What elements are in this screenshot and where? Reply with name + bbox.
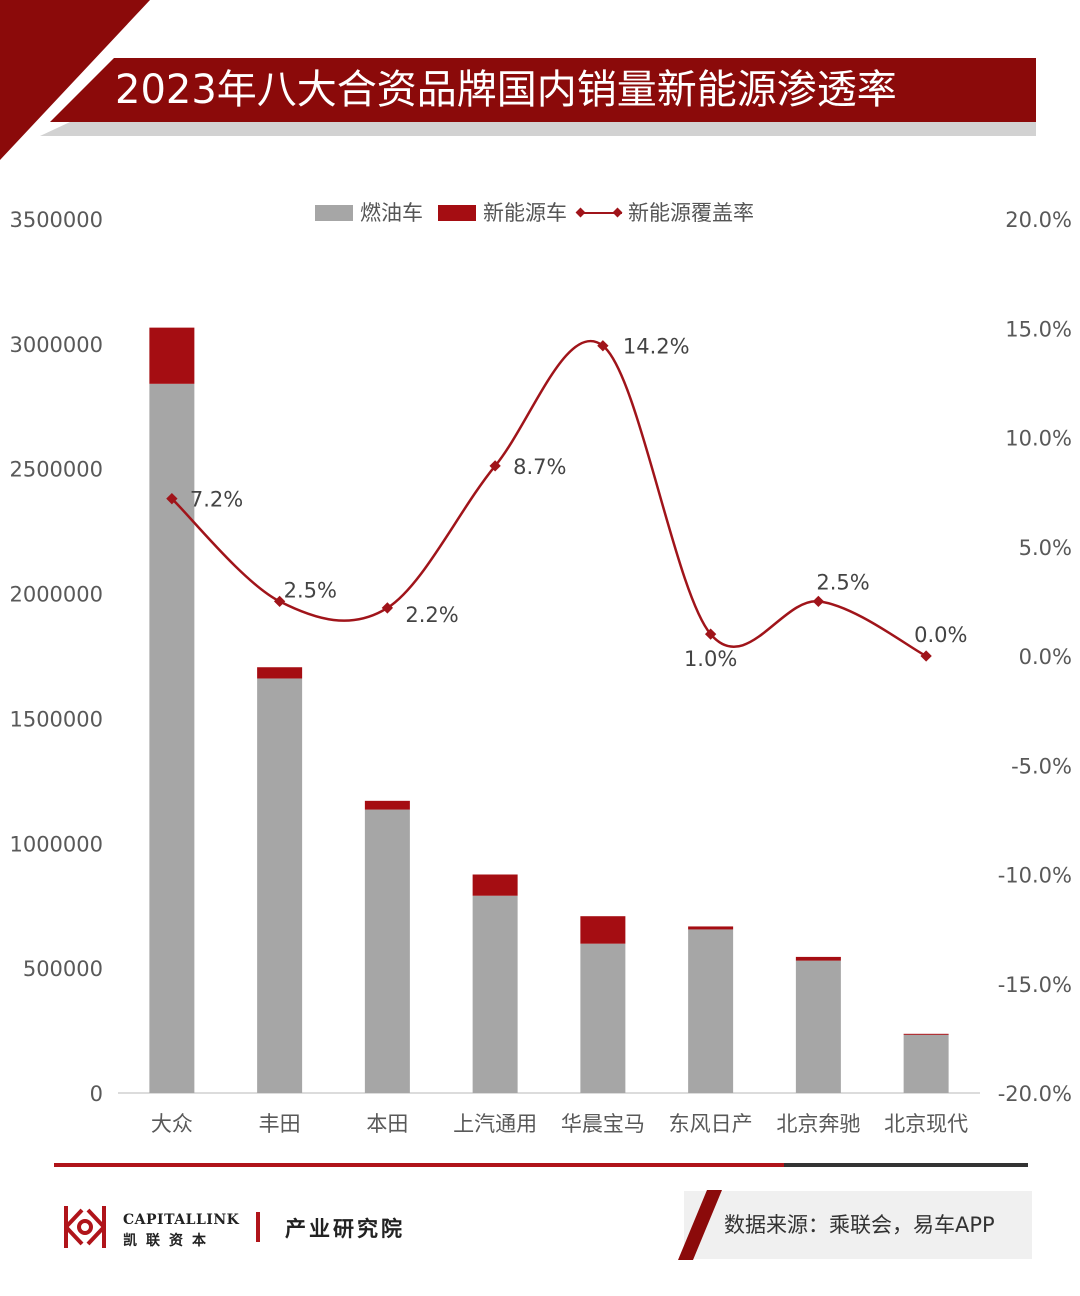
rate-point <box>166 493 178 505</box>
rate-data-label: 2.5% <box>284 578 337 602</box>
legend-label-fuel: 燃油车 <box>360 201 423 225</box>
bar-fuel <box>580 943 626 1093</box>
rate-data-label: 8.7% <box>513 455 566 479</box>
x-axis-tick-label: 本田 <box>366 1112 408 1136</box>
page-title: 2023年八大合资品牌国内销量新能源渗透率 <box>115 67 897 113</box>
right-axis-tick-label: 20.0% <box>1005 208 1072 232</box>
left-axis-tick-label: 0 <box>90 1082 103 1106</box>
bar-nev <box>580 916 626 944</box>
logo-text-cn: 凯联资本 <box>123 1233 215 1249</box>
rate-data-label: 2.5% <box>816 570 869 594</box>
left-axis-tick-label: 3500000 <box>9 208 103 232</box>
right-axis-tick-label: -5.0% <box>1011 754 1072 778</box>
bar-nev <box>795 956 841 961</box>
legend-label-rate: 新能源覆盖率 <box>628 201 754 225</box>
x-axis-labels: 大众 丰田 本田 上汽通用 华晨宝马 东风日产 北京奔驰 北京现代 <box>151 1112 968 1136</box>
logo-separator <box>256 1212 260 1242</box>
x-axis-tick-label: 北京奔驰 <box>776 1112 860 1136</box>
bar-nev <box>472 874 518 896</box>
bar-fuel <box>688 929 734 1093</box>
x-axis-tick-label: 上汽通用 <box>453 1112 537 1136</box>
left-axis-tick-label: 1000000 <box>9 832 103 856</box>
right-axis: -20.0% -15.0% -10.0% -5.0% 0.0% 5.0% 10.0% 15.0… <box>998 208 1072 1106</box>
rate-data-label: 1.0% <box>684 647 737 671</box>
bar-fuel <box>149 383 195 1094</box>
rate-data-label: 2.2% <box>405 603 458 627</box>
x-axis-tick-label: 东风日产 <box>669 1112 753 1136</box>
title-shadow <box>40 122 1036 136</box>
rate-point <box>704 628 717 640</box>
rate-point <box>920 650 932 662</box>
right-axis-tick-label: 15.0% <box>1005 317 1072 341</box>
right-axis-tick-label: 5.0% <box>1019 536 1072 560</box>
source-box <box>684 1191 1032 1259</box>
bar-nev <box>903 1033 949 1035</box>
x-axis-tick-label: 丰田 <box>259 1112 301 1136</box>
legend-swatch-rate-marker <box>612 207 623 218</box>
rate-data-label: 7.2% <box>190 488 243 512</box>
footer-divider-red <box>54 1163 784 1167</box>
left-axis-tick-label: 3000000 <box>9 333 103 357</box>
bar-nev <box>257 667 303 679</box>
chart: 燃油车 新能源车 新能源覆盖率 0 500000 1000000 1500000 200… <box>9 201 1072 1136</box>
right-axis-tick-label: -10.0% <box>998 864 1072 888</box>
bar-fuel <box>364 809 410 1093</box>
legend-swatch-rate-marker <box>575 207 586 218</box>
footer-divider-dark <box>784 1163 1028 1167</box>
right-axis-tick-label: 10.0% <box>1005 427 1072 451</box>
capitallink-logo-icon <box>64 1206 106 1248</box>
legend-swatch-fuel <box>315 205 353 221</box>
left-axis: 0 500000 1000000 1500000 2000000 2500000 30000… <box>9 208 103 1106</box>
bar-fuel <box>903 1034 949 1093</box>
bar-fuel <box>795 960 841 1093</box>
right-axis-tick-label: -20.0% <box>998 1082 1072 1106</box>
x-axis-tick-label: 北京现代 <box>884 1112 968 1136</box>
bar-nev <box>364 800 410 810</box>
left-axis-tick-label: 2500000 <box>9 458 103 482</box>
title-bar <box>50 58 1036 122</box>
source-text: 数据来源：乘联会，易车APP <box>724 1213 995 1237</box>
bar-fuel <box>472 895 518 1093</box>
rate-point <box>381 602 394 614</box>
rate-line: 7.2% 2.5% 2.2% 8.7% 14.2% 1.0% 2.5% 0.0% <box>166 335 967 671</box>
bar-nev <box>688 926 734 930</box>
rate-data-label: 14.2% <box>623 335 690 359</box>
legend-swatch-nev <box>438 205 476 221</box>
x-axis-tick-label: 大众 <box>151 1112 193 1136</box>
rate-data-label: 0.0% <box>914 623 967 647</box>
left-axis-tick-label: 1500000 <box>9 707 103 731</box>
legend: 燃油车 新能源车 新能源覆盖率 <box>315 201 754 225</box>
bar-fuel <box>257 678 303 1093</box>
rate-point <box>489 460 501 472</box>
rate-point <box>273 595 286 608</box>
legend-label-nev: 新能源车 <box>483 201 567 225</box>
institute-label: 产业研究院 <box>285 1216 405 1241</box>
right-axis-tick-label: 0.0% <box>1019 645 1072 669</box>
rate-point <box>812 595 825 608</box>
rate-point <box>597 340 609 352</box>
left-axis-tick-label: 500000 <box>23 957 103 981</box>
logo-text-en: CAPITALLINK <box>123 1212 240 1228</box>
right-axis-tick-label: -15.0% <box>998 973 1072 997</box>
bar-nev <box>149 327 195 384</box>
bars <box>149 327 949 1094</box>
x-axis-tick-label: 华晨宝马 <box>561 1112 645 1136</box>
left-axis-tick-label: 2000000 <box>9 583 103 607</box>
rate-line-path <box>171 339 927 658</box>
